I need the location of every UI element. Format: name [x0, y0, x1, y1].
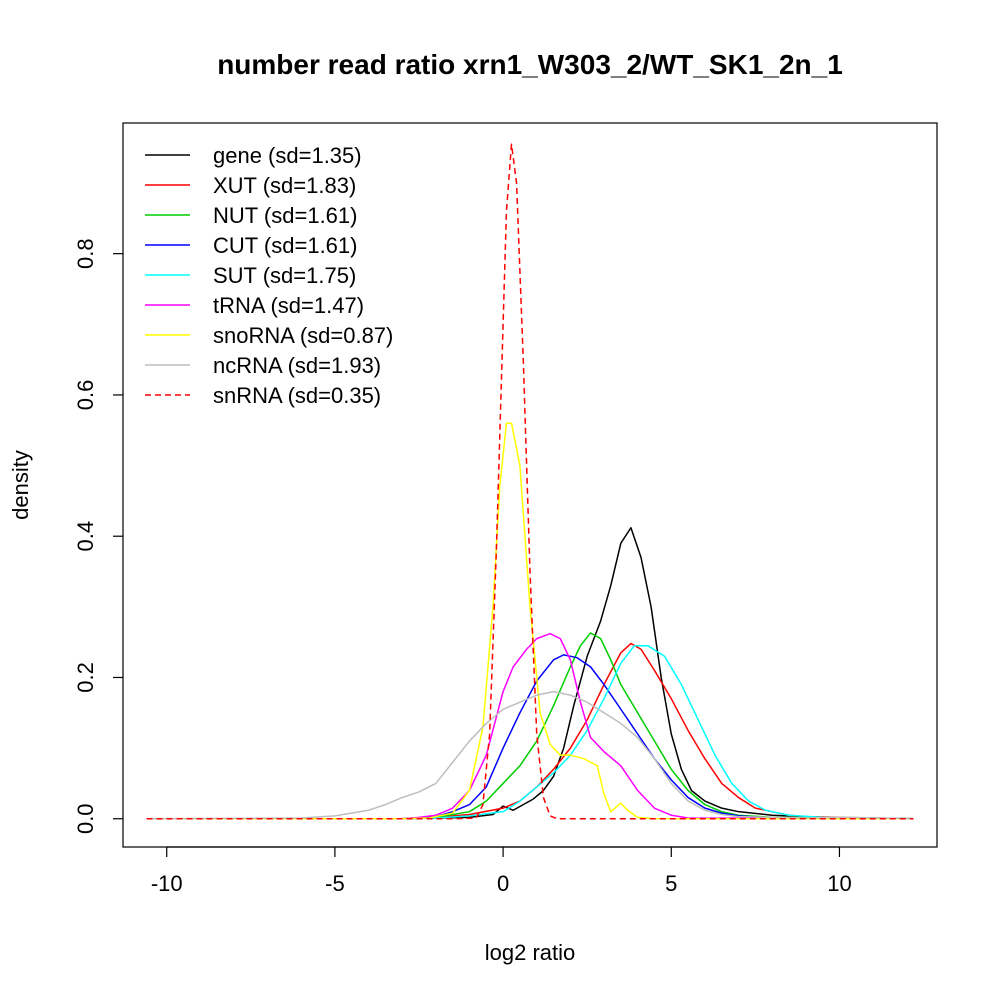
x-tick-label: -10 — [151, 871, 183, 896]
legend-label: ncRNA (sd=1.93) — [213, 353, 381, 378]
legend-label: XUT (sd=1.83) — [213, 173, 356, 198]
series-line-7 — [146, 690, 914, 820]
y-tick-label: 0.4 — [73, 521, 98, 552]
x-axis-label: log2 ratio — [485, 940, 576, 965]
x-tick-label: 5 — [665, 871, 677, 896]
series-line-5 — [146, 632, 914, 820]
legend-label: CUT (sd=1.61) — [213, 233, 357, 258]
legend: gene (sd=1.35) XUT (sd=1.83) NUT (sd=1.61)… — [145, 143, 393, 408]
series-line-3 — [146, 654, 914, 820]
y-tick-label: 0.0 — [73, 803, 98, 834]
series-line-8 — [146, 143, 914, 820]
x-axis: -10 -5 0 5 10 — [151, 846, 852, 896]
series-line-0 — [146, 526, 914, 820]
y-tick-label: 0.8 — [73, 238, 98, 269]
legend-label: snoRNA (sd=0.87) — [213, 323, 393, 348]
series-line-6 — [146, 422, 914, 820]
y-tick-label: 0.2 — [73, 662, 98, 693]
legend-label: snRNA (sd=0.35) — [213, 383, 381, 408]
y-axis-label: density — [8, 450, 33, 520]
legend-label: tRNA (sd=1.47) — [213, 293, 364, 318]
x-tick-label: -5 — [325, 871, 345, 896]
x-tick-label: 0 — [497, 871, 509, 896]
series-line-4 — [146, 644, 914, 820]
legend-label: SUT (sd=1.75) — [213, 263, 356, 288]
y-tick-label: 0.6 — [73, 380, 98, 411]
legend-label: gene (sd=1.35) — [213, 143, 362, 168]
y-axis: 0.0 0.2 0.4 0.6 0.8 — [73, 238, 123, 834]
chart-title: number read ratio xrn1_W303_2/WT_SK1_2n_… — [217, 49, 843, 80]
series-layer — [146, 143, 914, 820]
x-tick-label: 10 — [827, 871, 851, 896]
series-line-2 — [146, 632, 914, 820]
plot-frame — [122, 122, 938, 848]
legend-label: NUT (sd=1.61) — [213, 203, 357, 228]
